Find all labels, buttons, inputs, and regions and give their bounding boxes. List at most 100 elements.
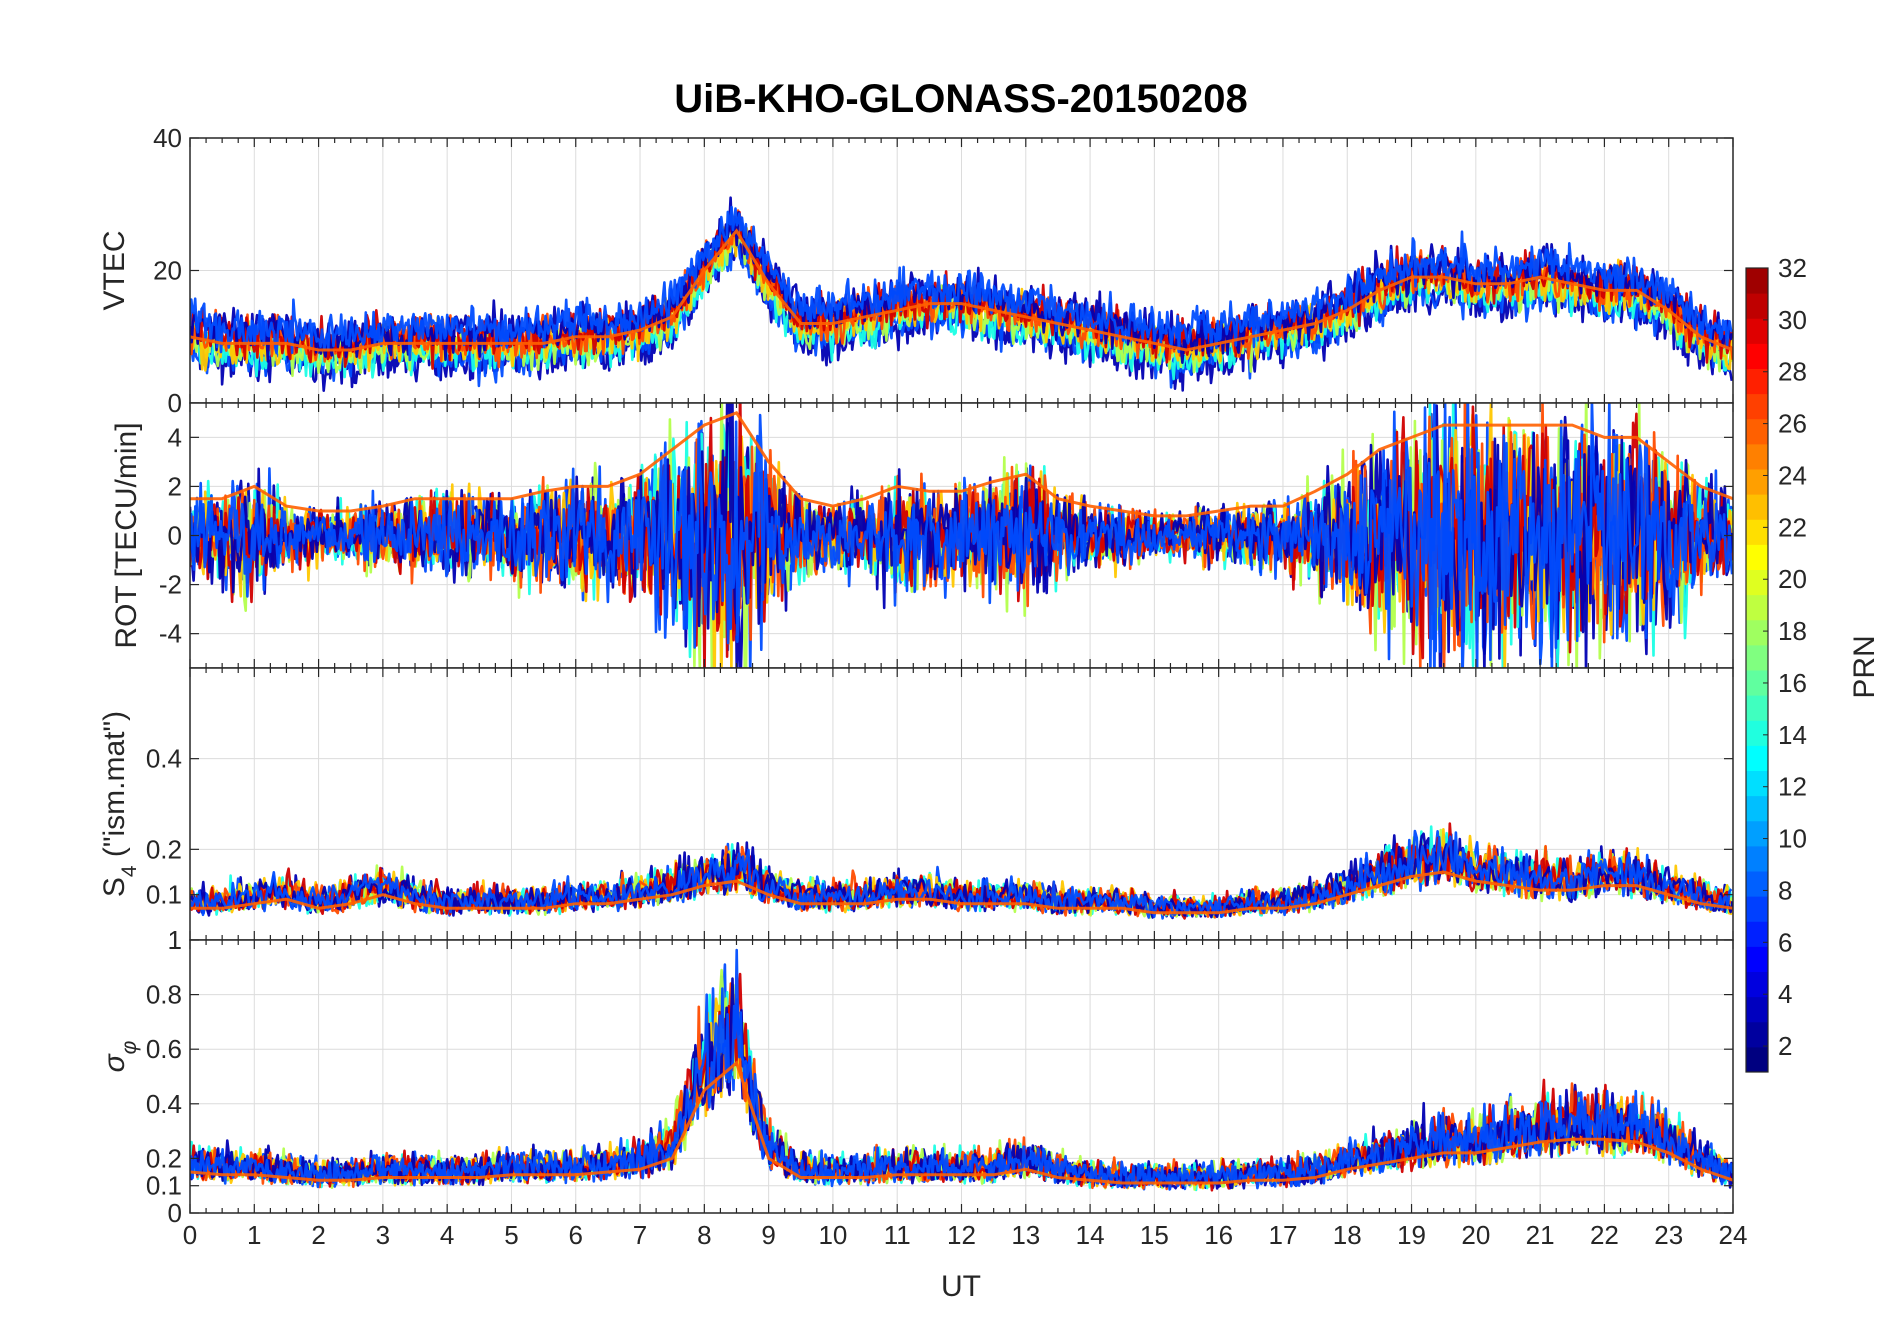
colorbar-tick-label: 22 <box>1778 512 1807 542</box>
x-tick-label: 7 <box>633 1220 647 1250</box>
colorbar-segment <box>1746 1046 1768 1073</box>
series-group <box>190 822 1733 920</box>
colorbar-segment <box>1746 343 1768 369</box>
colorbar-segment <box>1746 318 1768 344</box>
colorbar-label: PRN <box>1848 635 1881 698</box>
panel-4: 00.10.2 0.4 0.6 0.8 1 σφ <box>98 925 1734 1228</box>
colorbar-segment <box>1746 469 1768 495</box>
colorbar-segment <box>1746 971 1768 998</box>
y-tick-label: 40 <box>153 123 182 153</box>
panel-1: 0 20 40 VTEC <box>98 123 1734 418</box>
colorbar-segment <box>1746 845 1768 872</box>
colorbar-tick-label: 6 <box>1778 927 1792 957</box>
colorbar-segment <box>1746 670 1768 696</box>
colorbar-frame <box>1745 267 1769 1073</box>
y-tick-label: 0 <box>168 388 182 418</box>
x-tick-label: 11 <box>884 1220 911 1250</box>
colorbar-segment <box>1746 795 1768 822</box>
y-tick-label: 4 <box>168 422 182 452</box>
colorbar-segment <box>1746 368 1768 395</box>
colorbar-segment <box>1746 494 1768 520</box>
x-tick-label: 6 <box>569 1220 583 1250</box>
colorbar-segment <box>1746 720 1768 746</box>
x-tick-label: 1 <box>247 1220 261 1250</box>
y-tick-label: 0.1 <box>146 1171 182 1201</box>
y-tick-label: -4 <box>159 619 182 649</box>
x-tick-label: 23 <box>1654 1220 1683 1250</box>
y-tick-label: 0.4 <box>146 1089 182 1119</box>
colorbar-tick-label: 26 <box>1778 409 1807 439</box>
colorbar-segment <box>1746 519 1768 545</box>
y-axis-label: ROT [TECU/min] <box>110 422 143 648</box>
y-axis-label: σφ <box>98 1040 141 1072</box>
y-tick-label: 0.6 <box>146 1034 182 1064</box>
prn-trace <box>190 205 1733 362</box>
colorbar-segment <box>1746 896 1768 922</box>
x-tick-label: 15 <box>1140 1220 1169 1250</box>
colorbar-segment <box>1746 770 1768 797</box>
colorbar-tick-label: 30 <box>1778 305 1807 335</box>
x-tick-label: 9 <box>761 1220 775 1250</box>
x-tick-label: 16 <box>1204 1220 1233 1250</box>
x-tick-label: 8 <box>697 1220 711 1250</box>
colorbar-segment <box>1746 745 1768 771</box>
envelope-line <box>190 870 1733 915</box>
x-tick-label: 21 <box>1526 1220 1555 1250</box>
colorbar-segment <box>1746 619 1768 646</box>
colorbar-tick-label: 20 <box>1778 564 1807 594</box>
y-tick-label: 0.4 <box>146 744 182 774</box>
colorbar-segment <box>1746 268 1768 294</box>
colorbar-segment <box>1746 946 1768 972</box>
y-tick-label: 20 <box>153 256 182 286</box>
colorbar-tick-label: 18 <box>1778 616 1807 646</box>
x-tick-label: 5 <box>504 1220 518 1250</box>
colorbar-segment <box>1746 393 1768 420</box>
y-tick-label: 0 <box>168 1198 182 1228</box>
x-tick-label: 24 <box>1719 1220 1748 1250</box>
colorbar-segment <box>1746 820 1768 847</box>
prn-trace <box>190 829 1733 919</box>
x-tick-label: 12 <box>947 1220 976 1250</box>
prn-trace <box>190 832 1733 919</box>
panel-3: 0.1 0.2 0.4S4 ("ism.mat") <box>98 667 1734 941</box>
colorbar-segment <box>1746 1021 1768 1048</box>
x-tick-label: 19 <box>1397 1220 1426 1250</box>
colorbar-tick-label: 4 <box>1778 979 1792 1009</box>
prn-trace <box>190 403 1733 668</box>
x-tick-label: 0 <box>183 1220 197 1250</box>
colorbar-tick-label: 14 <box>1778 720 1807 750</box>
colorbar-segment <box>1746 443 1768 470</box>
envelope-line <box>190 228 1733 352</box>
prn-trace <box>190 948 1733 1191</box>
colorbar-tick-label: 32 <box>1778 253 1807 283</box>
y-tick-label: 2 <box>168 471 182 501</box>
x-axis-label: UT <box>941 1270 981 1303</box>
series-group <box>190 948 1733 1192</box>
x-tick-label: 10 <box>818 1220 847 1250</box>
y-tick-label: 0.2 <box>146 1143 182 1173</box>
x-tick-label: 13 <box>1011 1220 1040 1250</box>
panel-2: -4 -2 0 2 4 ROT [TECU/min] <box>110 402 1734 669</box>
x-tick-label: 18 <box>1333 1220 1362 1250</box>
y-tick-label: 0 <box>168 521 182 551</box>
colorbar-tick-label: 16 <box>1778 668 1807 698</box>
colorbar-segment <box>1746 569 1768 596</box>
x-tick-label: 20 <box>1461 1220 1490 1250</box>
colorbar-segment <box>1746 418 1768 445</box>
y-tick-label: -2 <box>159 570 182 600</box>
y-axis-label: VTEC <box>98 230 131 310</box>
colorbar-tick-label: 24 <box>1778 460 1807 490</box>
y-tick-label: 0.2 <box>146 834 182 864</box>
x-tick-label: 3 <box>376 1220 390 1250</box>
x-axis: 0 1 2 3 4 5 6 7 8 9 10 11 12 13 14 15 16 17 18 19 20 21 22 23 24 <box>183 1220 1748 1250</box>
series-group <box>190 403 1733 668</box>
chart-title: UiB-KHO-GLONASS-20150208 <box>674 77 1248 121</box>
colorbar-segment <box>1746 871 1768 897</box>
x-tick-label: 17 <box>1268 1220 1297 1250</box>
colorbar-segment <box>1746 644 1768 671</box>
x-tick-label: 22 <box>1590 1220 1619 1250</box>
y-tick-label: 1 <box>168 925 182 955</box>
